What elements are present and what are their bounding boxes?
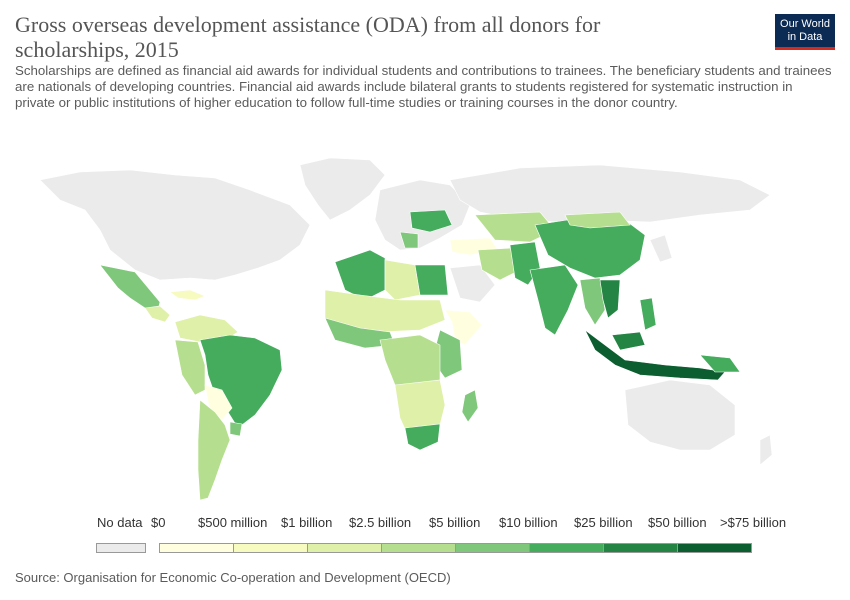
- region-myanmar-thailand[interactable]: [579, 277, 606, 326]
- region-mongolia[interactable]: [564, 211, 631, 229]
- legend-label-bin: $25 billion: [574, 515, 633, 530]
- logo-line-2: in Data: [787, 31, 823, 43]
- region-arabia[interactable]: [449, 264, 496, 303]
- region-balkans[interactable]: [399, 231, 419, 249]
- legend-swatch[interactable]: [603, 543, 678, 553]
- region-iran[interactable]: [477, 247, 521, 281]
- region-north-america[interactable]: [39, 169, 311, 281]
- legend-swatch-no-data[interactable]: [96, 543, 146, 553]
- region-peru-ecuador[interactable]: [174, 339, 206, 396]
- region-india[interactable]: [529, 264, 579, 336]
- region-brazil[interactable]: [199, 334, 283, 429]
- legend-swatch[interactable]: [381, 543, 456, 553]
- legend-label-bin: $500 million: [198, 515, 268, 530]
- region-argentina-chile[interactable]: [197, 399, 231, 501]
- region-uruguay[interactable]: [229, 421, 243, 437]
- world-map: [39, 157, 773, 501]
- region-central-america[interactable]: [144, 305, 171, 323]
- region-vietnam-laos[interactable]: [599, 279, 621, 319]
- legend-swatch[interactable]: [677, 543, 752, 553]
- legend-swatch[interactable]: [307, 543, 382, 553]
- region-horn-of-africa[interactable]: [444, 309, 483, 346]
- logo-line-1: Our World: [780, 18, 830, 30]
- legend-swatch[interactable]: [159, 543, 234, 553]
- legend-label-bin: $1 billion: [281, 515, 333, 530]
- region-australia[interactable]: [624, 379, 736, 451]
- legend-label-bin: $10 billion: [499, 515, 558, 530]
- legend-label-bin: $0: [151, 515, 166, 530]
- region-caribbean[interactable]: [169, 289, 206, 301]
- region-egypt[interactable]: [414, 264, 449, 296]
- legend-swatch[interactable]: [233, 543, 308, 553]
- legend-swatch[interactable]: [455, 543, 530, 553]
- region-greenland[interactable]: [299, 157, 386, 221]
- legend-label-bin: $50 billion: [648, 515, 707, 530]
- legend-label-bin: $5 billion: [429, 515, 481, 530]
- legend-label-no-data: No data: [97, 515, 143, 530]
- region-new-zealand[interactable]: [759, 434, 773, 466]
- region-korea-japan[interactable]: [649, 234, 673, 263]
- region-madagascar[interactable]: [461, 389, 479, 423]
- source-note: Source: Organisation for Economic Co-ope…: [15, 570, 451, 585]
- legend-label-bin: $2.5 billion: [349, 515, 412, 530]
- region-papua[interactable]: [699, 354, 741, 373]
- region-libya[interactable]: [384, 259, 421, 301]
- region-south-africa[interactable]: [404, 423, 441, 451]
- owid-logo[interactable]: Our World in Data: [775, 14, 835, 50]
- region-philippines[interactable]: [639, 297, 657, 331]
- region-malaysia[interactable]: [611, 331, 646, 351]
- chart-subtitle: Scholarships are defined as financial ai…: [15, 63, 832, 110]
- region-ukraine[interactable]: [409, 209, 453, 233]
- legend-swatch[interactable]: [529, 543, 604, 553]
- legend-label-bin: >$75 billion: [720, 515, 787, 530]
- chart-title: Gross overseas development assistance (O…: [15, 12, 601, 62]
- region-indonesia[interactable]: [584, 329, 726, 381]
